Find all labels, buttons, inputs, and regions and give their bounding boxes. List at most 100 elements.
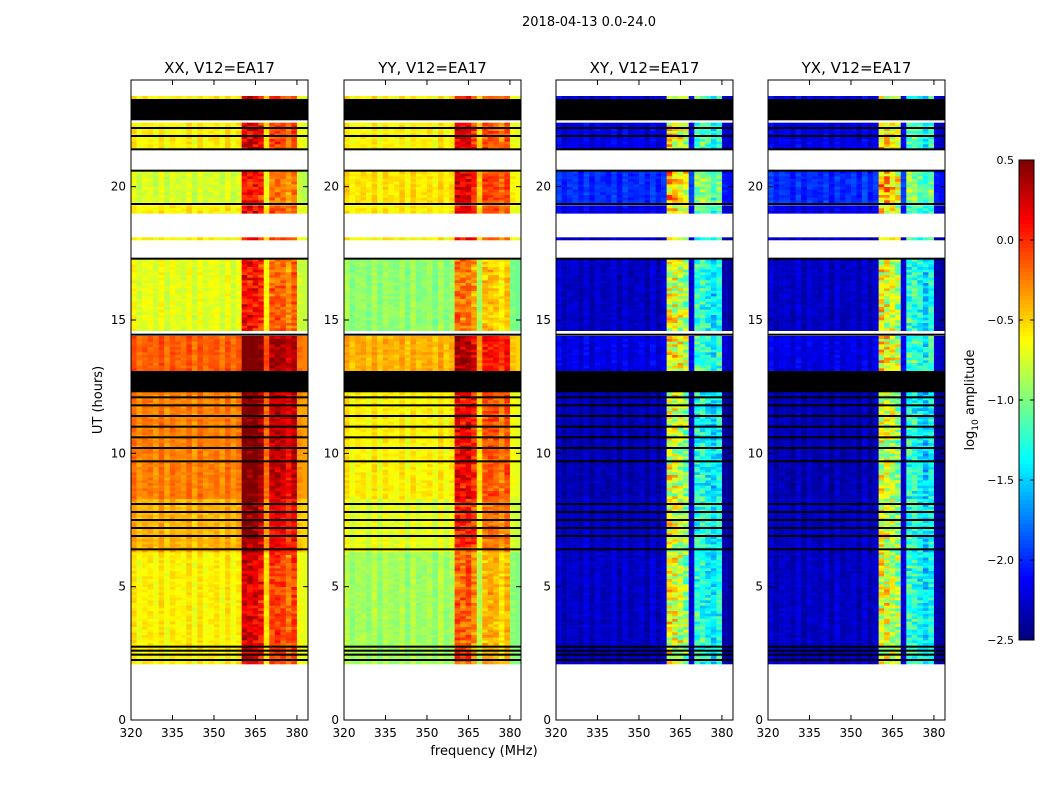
heatmap-cell: [252, 306, 259, 310]
heatmap-cell: [164, 272, 171, 275]
heatmap-cell: [175, 458, 182, 462]
heatmap-cell: [263, 277, 270, 281]
heatmap-cell: [164, 205, 171, 209]
heatmap-cell: [136, 536, 143, 539]
heatmap-cell: [197, 554, 204, 558]
heatmap-cell: [263, 581, 270, 585]
heatmap-cell: [263, 618, 270, 622]
heatmap-cell: [219, 586, 226, 590]
heatmap-cell: [280, 397, 287, 401]
heatmap-cell: [147, 413, 154, 417]
heatmap-cell: [208, 477, 215, 481]
heatmap-cell: [280, 530, 287, 534]
heatmap-cell: [180, 557, 187, 561]
heatmap-cell: [296, 626, 303, 630]
heatmap-cell: [158, 288, 165, 291]
heatmap-cell: [225, 261, 231, 265]
heatmap-cell: [197, 346, 204, 350]
heatmap-cell: [230, 536, 237, 539]
heatmap-cell: [269, 405, 276, 409]
heatmap-cell: [180, 320, 187, 323]
heatmap-cell: [180, 338, 187, 342]
heatmap-cell: [131, 309, 137, 313]
heatmap-cell: [296, 552, 303, 555]
heatmap-cell: [225, 426, 231, 430]
heatmap-cell: [285, 522, 292, 526]
heatmap-cell: [142, 453, 148, 457]
heatmap-cell: [147, 426, 154, 430]
heatmap-cell: [296, 474, 303, 478]
heatmap-cell: [208, 325, 215, 329]
heatmap-cell: [153, 325, 159, 329]
heatmap-cell: [169, 208, 176, 211]
heatmap-cell: [169, 584, 176, 587]
heatmap-cell: [230, 461, 237, 465]
heatmap-cell: [180, 432, 187, 435]
heatmap-cell: [180, 296, 187, 299]
heatmap-cell: [208, 469, 215, 473]
heatmap-cell: [186, 512, 193, 515]
heatmap-cell: [269, 488, 276, 491]
heatmap-cell: [180, 472, 187, 475]
heatmap-cell: [208, 522, 215, 526]
heatmap-cell: [247, 394, 253, 398]
heatmap-cell: [252, 610, 259, 614]
heatmap-cell: [158, 514, 165, 518]
heatmap-cell: [252, 496, 259, 499]
heatmap-cell: [236, 485, 242, 489]
heatmap-cell: [153, 341, 159, 345]
heatmap-cell: [302, 509, 309, 513]
heatmap-cell: [225, 354, 231, 358]
heatmap-cell: [197, 661, 204, 665]
heatmap-cell: [169, 632, 176, 635]
heatmap-cell: [236, 181, 242, 185]
heatmap-cell: [180, 466, 187, 470]
heatmap-cell: [291, 610, 298, 614]
heatmap-cell: [202, 634, 209, 638]
heatmap-cell: [164, 485, 171, 489]
heatmap-cell: [280, 317, 287, 321]
heatmap-cell: [291, 178, 298, 182]
heatmap-cell: [197, 613, 204, 617]
heatmap-cell: [269, 186, 276, 190]
heatmap-cell: [269, 434, 276, 438]
heatmap-cell: [153, 458, 159, 462]
heatmap-cell: [186, 453, 193, 457]
heatmap-cell: [280, 405, 287, 409]
heatmap-cell: [241, 546, 248, 550]
heatmap-cell: [302, 288, 309, 291]
heatmap-cell: [158, 576, 165, 579]
heatmap-cell: [131, 549, 137, 553]
heatmap-cell: [186, 272, 193, 275]
heatmap-cell: [213, 298, 220, 302]
heatmap-cell: [252, 466, 259, 470]
heatmap-cell: [180, 394, 187, 398]
heatmap-cell: [280, 581, 287, 585]
heatmap-cell: [302, 426, 309, 430]
heatmap-cell: [247, 624, 253, 627]
heatmap-cell: [230, 642, 237, 646]
heatmap-cell: [213, 413, 220, 417]
heatmap-cell: [258, 456, 265, 459]
heatmap-cell: [142, 530, 148, 534]
heatmap-cell: [263, 280, 270, 283]
heatmap-cell: [252, 360, 259, 363]
heatmap-cell: [142, 293, 148, 297]
heatmap-cell: [263, 458, 270, 462]
heatmap-cell: [302, 186, 309, 190]
heatmap-cell: [225, 506, 231, 510]
heatmap-cell: [202, 656, 209, 659]
heatmap-cell: [213, 573, 220, 577]
heatmap-cell: [202, 434, 209, 438]
heatmap-cell: [136, 538, 143, 542]
heatmap-cell: [153, 520, 159, 523]
heatmap-cell: [186, 618, 193, 622]
heatmap-cell: [186, 520, 193, 523]
heatmap-cell: [191, 349, 198, 353]
heatmap-cell: [213, 400, 220, 403]
heatmap-cell: [302, 618, 309, 622]
heatmap-cell: [213, 184, 220, 187]
heatmap-cell: [296, 522, 303, 526]
heatmap-cell: [169, 573, 176, 577]
